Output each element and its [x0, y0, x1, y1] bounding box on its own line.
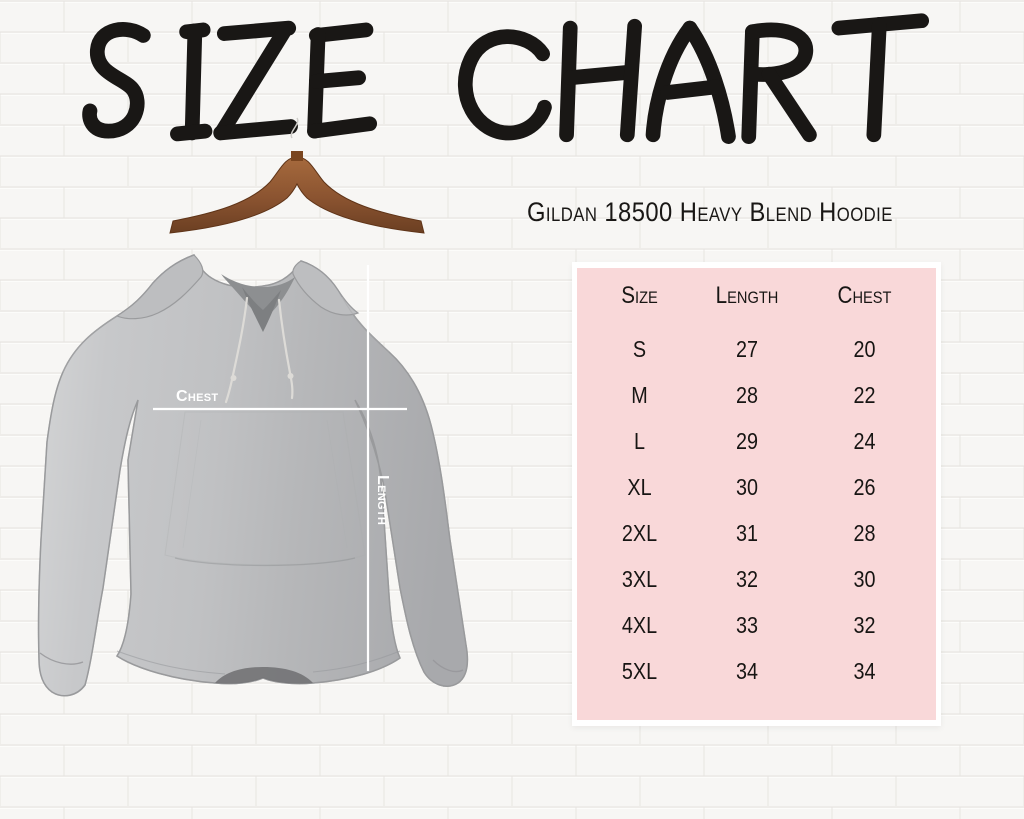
svg-text:Chest: Chest [176, 388, 218, 405]
svg-text:Length: Length [374, 475, 391, 525]
